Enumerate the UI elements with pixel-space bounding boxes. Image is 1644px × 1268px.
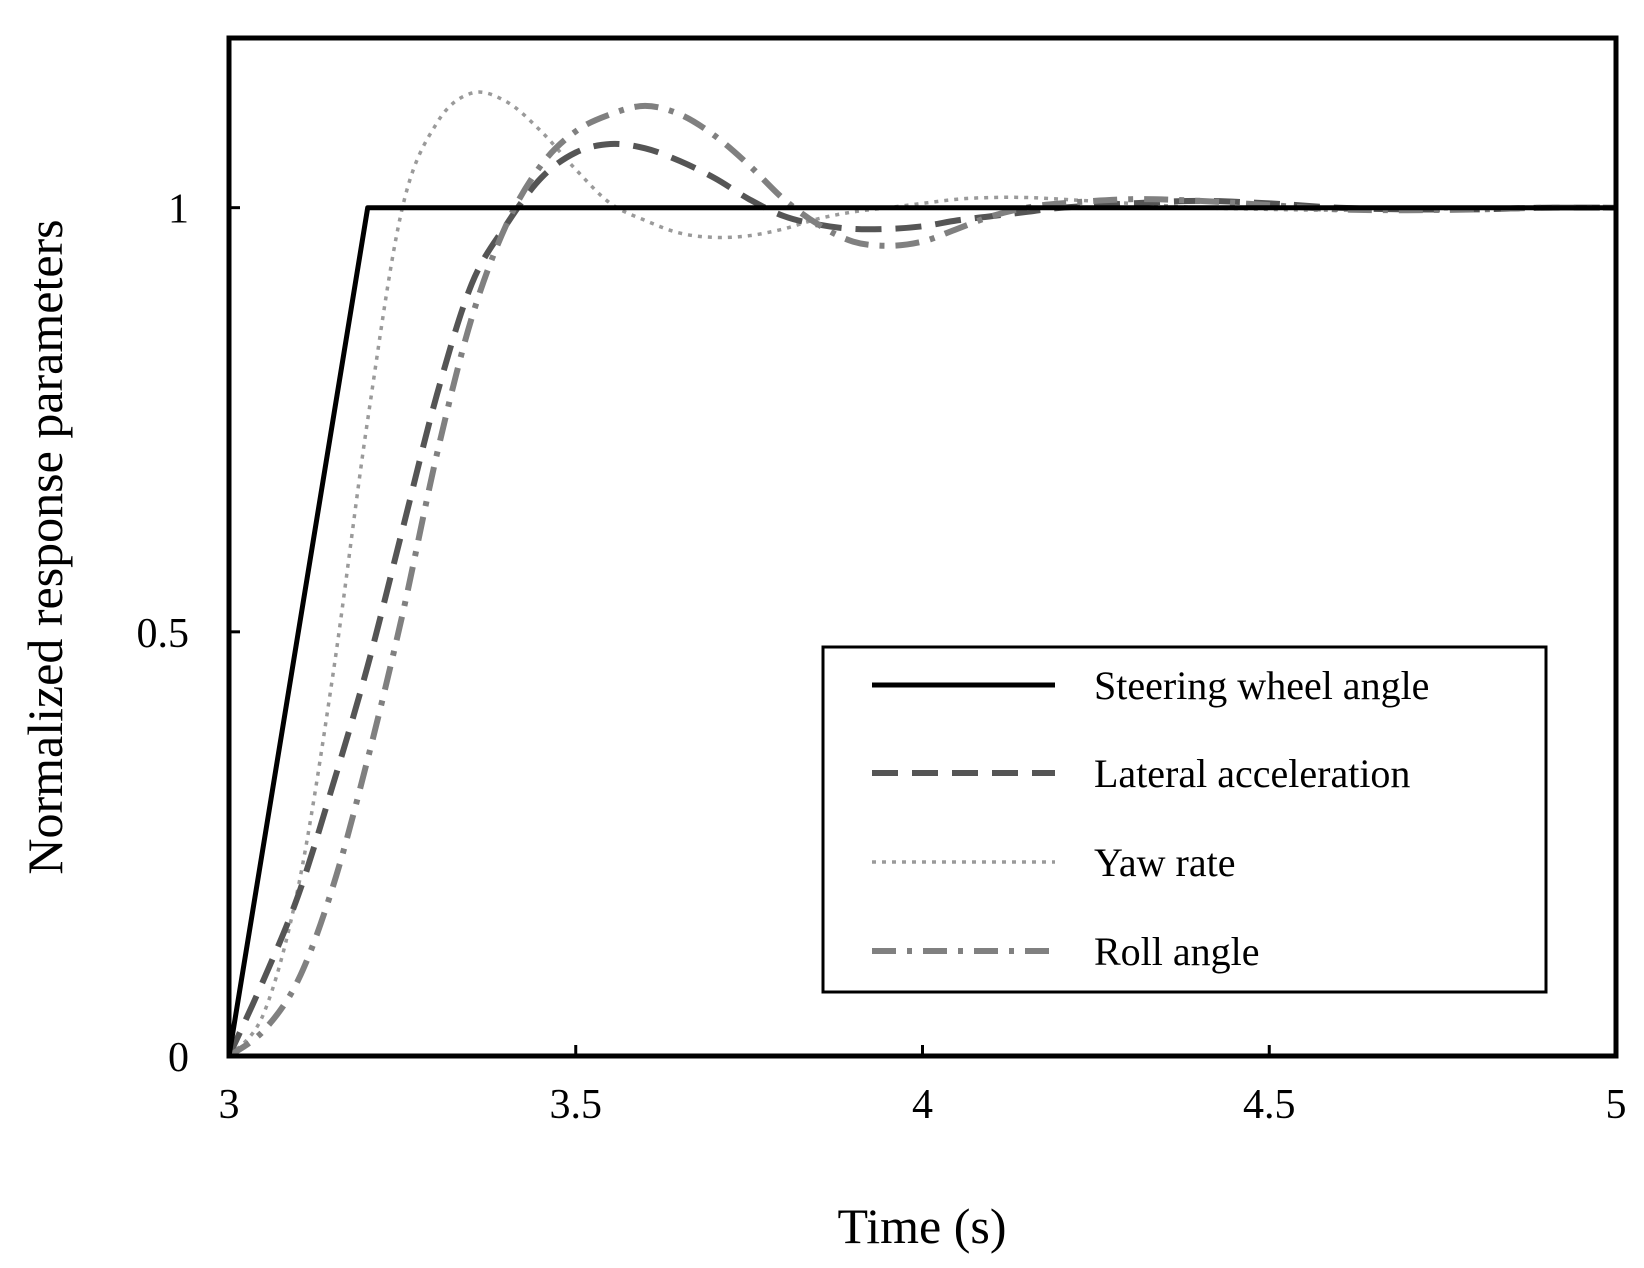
x-tick-label: 5 [1606,1082,1627,1128]
y-axis-title: Normalized response parameters [17,219,73,874]
legend-box [821,645,1548,994]
x-axis: 3 3.5 4 4.5 5 [219,1045,1627,1128]
y-tick-label: 0.5 [137,611,190,657]
legend-label: Roll angle [1094,929,1260,974]
series-line-yaw-rate [229,90,1616,1056]
series-line-steering-wheel-angle [229,205,1616,1056]
x-tick-label: 3.5 [550,1082,603,1128]
x-tick-label: 3 [219,1082,240,1128]
legend-label: Yaw rate [1094,840,1235,885]
y-axis: 00.51 [137,187,240,1081]
legend: Steering wheel angle Lateral acceleration… [821,645,1548,994]
legend-label: Lateral acceleration [1094,751,1410,796]
x-tick-label: 4 [912,1082,933,1128]
legend-label: Steering wheel angle [1094,663,1429,708]
y-tick-label: 1 [168,187,189,233]
y-tick-label: 0 [168,1035,189,1081]
series-line-roll-angle [229,102,1616,1056]
x-tick-label: 4.5 [1243,1082,1296,1128]
series-layer [229,90,1616,1056]
x-axis-title: Time (s) [837,1198,1006,1254]
series-line-lateral-acceleration [229,140,1616,1056]
